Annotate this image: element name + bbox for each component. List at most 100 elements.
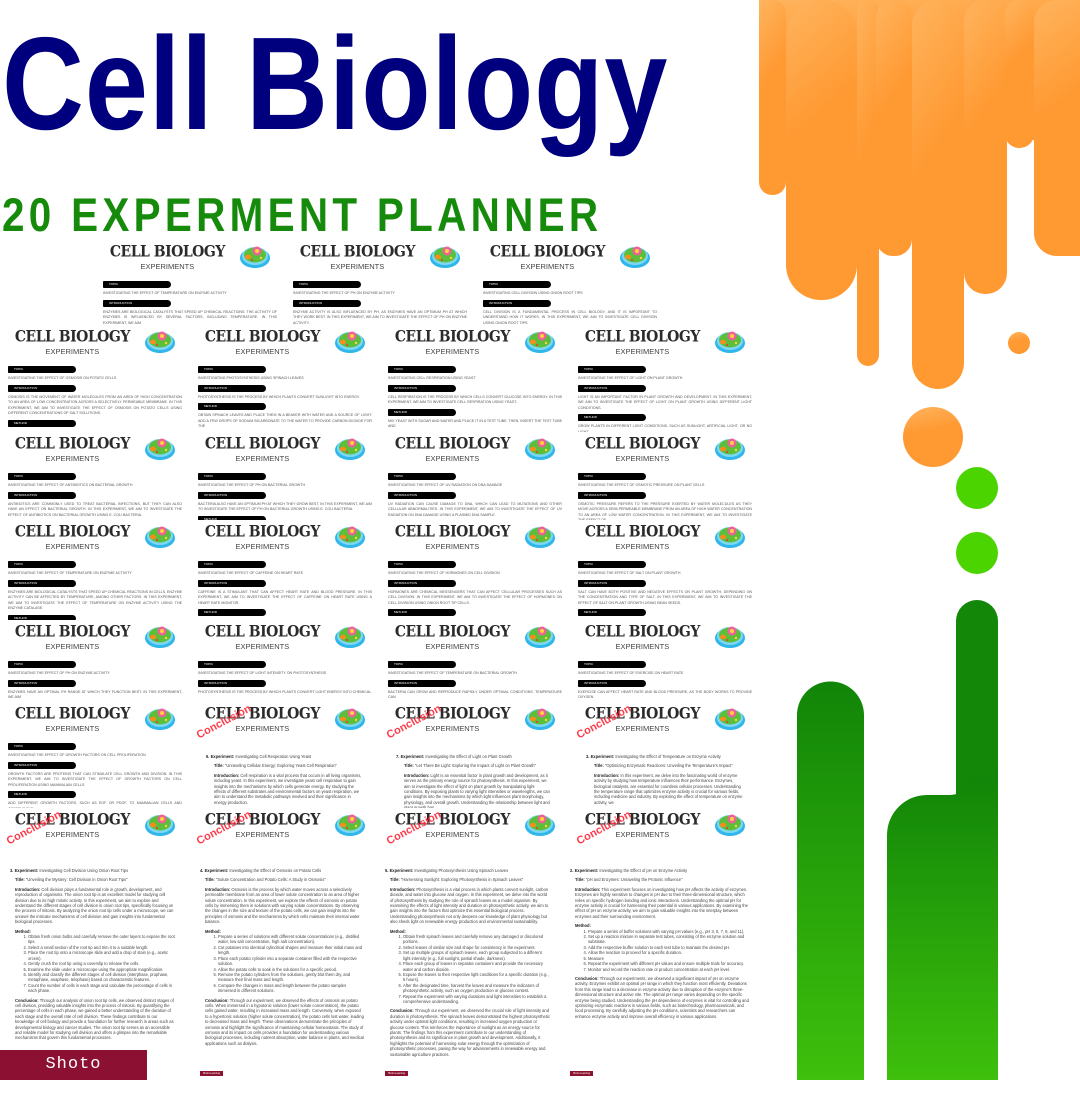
worksheet[interactable]: CELL BIOLOGY EXPERIMENTS TOPIC INVESTIGATIN… [570, 432, 760, 520]
experiment-page[interactable]: 2. Experiment: Investigating the Effect … [560, 860, 760, 1080]
experiment-page[interactable]: 5. Experiment: Investigating Photosynthe… [375, 860, 560, 1080]
introduction-label: INTRODUCTION [578, 491, 646, 499]
worksheet[interactable]: CELL BIOLOGY EXPERIMENTS TOPIC INVESTIGATIN… [285, 240, 475, 325]
worksheet[interactable]: CELL BIOLOGY EXPERIMENTS TOPIC INVESTIGATIN… [190, 620, 380, 702]
worksheet[interactable]: CELL BIOLOGY EXPERIMENTS Conclusion [570, 808, 760, 860]
method-label: Method: [15, 928, 31, 934]
sheet-header: CELL BIOLOGY EXPERIMENTS [388, 520, 562, 558]
experiment-introduction: Photosynthesis is a vital process in whi… [390, 886, 549, 925]
product-title: Cell Biology [2, 10, 669, 157]
topic-label: TOPIC [198, 473, 266, 480]
worksheet[interactable]: CELL BIOLOGY EXPERIMENTS TOPIC INVESTIGATIN… [0, 620, 190, 702]
method-step: Examine the slide under a microscope usi… [28, 967, 175, 972]
method-label: METHOD [388, 609, 456, 617]
experiment-name: Investigating the Effect of Light on Pla… [425, 754, 512, 759]
experiment-details: 2. Experiment: Investigating the Effect … [560, 860, 760, 1019]
footer-brand-badge: Shoto Learning [570, 1071, 593, 1076]
introduction-text: CAFFEINE IS A STIMULANT THAT CAN AFFECT … [198, 589, 372, 605]
method-step: Repeat the experiment with different pH … [588, 961, 750, 966]
method-label: METHOD [578, 414, 646, 422]
sheet-subtitle: EXPERIMENTS [615, 724, 670, 733]
topic-label: TOPIC [8, 366, 76, 373]
method-label: METHOD [8, 791, 76, 799]
worksheet[interactable]: CELL BIOLOGY EXPERIMENTS TOPIC INVESTIGATIN… [190, 520, 380, 620]
worksheet[interactable]: CELL BIOLOGY EXPERIMENTS TOPIC INVESTIGATIN… [0, 702, 190, 808]
sheet-title: CELL BIOLOGY [204, 810, 320, 830]
method-text: ADD DIFFERENT GROWTH FACTORS, SUCH AS EG… [8, 801, 182, 808]
method-step: Select leaves of similar size and shape … [403, 945, 550, 950]
method-step: Place the root tip onto a microscope sli… [28, 950, 175, 961]
introduction-label: INTRODUCTION [388, 491, 456, 499]
experiment-title: "pH and Enzymes: Unraveling the Protonic… [585, 877, 683, 883]
sheet-header: CELL BIOLOGY EXPERIMENTS [103, 240, 277, 278]
worksheet[interactable]: CELL BIOLOGY EXPERIMENTS Conclusion [190, 808, 380, 860]
method-step: Count the number of cells in each stage … [28, 983, 175, 994]
topic-text: INVESTIGATING CELL RESPIRATION USING YEA… [388, 376, 476, 380]
introduction-label: Introduction: [205, 886, 231, 892]
worksheet[interactable]: CELL BIOLOGY EXPERIMENTS TOPIC INVESTIGATIN… [190, 432, 380, 520]
sheet-subtitle: EXPERIMENTS [235, 724, 290, 733]
topic-label: TOPIC [388, 661, 456, 668]
experiment-page[interactable]: 4. Experiment: Investigating the Effect … [190, 860, 375, 1080]
worksheet[interactable]: CELL BIOLOGY EXPERIMENTS TOPIC INVESTIGATIN… [475, 240, 665, 325]
topic-label: TOPIC [293, 281, 361, 288]
sheet-title: CELL BIOLOGY [14, 522, 130, 542]
worksheet[interactable]: CELL BIOLOGY EXPERIMENTS TOPIC INVESTIGATIN… [380, 325, 570, 432]
method-label: Method: [390, 928, 406, 934]
worksheet[interactable]: CELL BIOLOGY EXPERIMENTS TOPIC INVESTIGATIN… [0, 520, 190, 620]
introduction-text: ENZYMES ARE BIOLOGICAL CATALYSTS THAT SP… [103, 309, 277, 325]
worksheet[interactable]: CELL BIOLOGY EXPERIMENTS Conclusion [380, 808, 570, 860]
worksheet[interactable]: CELL BIOLOGY EXPERIMENTS Conclusion 7. Expe… [380, 702, 570, 808]
worksheet[interactable]: CELL BIOLOGY EXPERIMENTS Conclusion 6. Expe… [190, 702, 380, 808]
sheet-title: CELL BIOLOGY [14, 622, 130, 642]
method-text: GROW PLANTS IN DIFFERENT LIGHT CONDITION… [578, 424, 752, 432]
method-label: METHOD [8, 614, 76, 620]
worksheet[interactable]: CELL BIOLOGY EXPERIMENTS TOPIC INVESTIGATIN… [190, 325, 380, 432]
worksheet[interactable]: CELL BIOLOGY EXPERIMENTS Conclusion [0, 808, 190, 860]
worksheet[interactable]: CELL BIOLOGY EXPERIMENTS TOPIC INVESTIGATIN… [95, 240, 285, 325]
worksheet[interactable]: CELL BIOLOGY EXPERIMENTS TOPIC INVESTIGATIN… [570, 520, 760, 620]
introduction-label: INTRODUCTION [388, 579, 456, 587]
method-step: Set up multiple groups of spinach leaves… [403, 950, 550, 961]
sheet-header: CELL BIOLOGY EXPERIMENTS Conclusion [195, 808, 372, 847]
worksheet[interactable]: CELL BIOLOGY EXPERIMENTS TOPIC INVESTIGATIN… [0, 325, 190, 432]
sheet-header: CELL BIOLOGY EXPERIMENTS [578, 520, 752, 558]
topic-label: TOPIC [8, 473, 76, 480]
introduction-text: ENZYMES HAVE AN OPTIMAL PH RANGE AT WHIC… [8, 689, 182, 700]
worksheet[interactable]: CELL BIOLOGY EXPERIMENTS Conclusion 3. Expe… [570, 702, 760, 808]
sheet-header: CELL BIOLOGY EXPERIMENTS [483, 240, 657, 278]
sheet-subtitle: EXPERIMENTS [520, 262, 575, 271]
introduction-label: INTRODUCTION [578, 579, 646, 587]
method-step: Add the respective buffer solution to ea… [588, 945, 750, 950]
sheet-title: CELL BIOLOGY [394, 704, 510, 724]
conclusion-label: Conclusion: [15, 997, 39, 1003]
method-step: Remove the potato cylinders from the sol… [218, 972, 365, 983]
topic-text: INVESTIGATING THE EFFECT OF HORMONES ON … [388, 571, 500, 575]
worksheet[interactable]: CELL BIOLOGY EXPERIMENTS TOPIC INVESTIGATIN… [380, 432, 570, 520]
product-subtitle: 20 EXPERMENT PLANNER [2, 188, 603, 241]
topic-text: INVESTIGATING THE EFFECT OF ANTIBIOTICS … [8, 483, 133, 487]
worksheet[interactable]: CELL BIOLOGY EXPERIMENTS TOPIC INVESTIGATIN… [0, 432, 190, 520]
worksheet[interactable]: CELL BIOLOGY EXPERIMENTS TOPIC INVESTIGATIN… [570, 620, 760, 702]
method-step: Obtain fresh spinach leaves and carefull… [403, 934, 550, 945]
introduction-label: INTRODUCTION [198, 491, 266, 499]
topic-text: INVESTIGATING THE EFFECT OF TEMPERATURE … [103, 291, 227, 295]
method-label: METHOD [198, 515, 266, 520]
sheet-header: CELL BIOLOGY EXPERIMENTS [8, 520, 182, 558]
sheet-header: CELL BIOLOGY EXPERIMENTS [8, 325, 182, 363]
method-label: METHOD [8, 419, 76, 427]
sheet-header: CELL BIOLOGY EXPERIMENTS [198, 620, 372, 658]
sheet-subtitle: EXPERIMENTS [45, 542, 100, 551]
experiment-introduction: Osmosis is the process by which water mo… [205, 886, 360, 925]
footer-brand-badge: Shoto Learning [385, 1071, 408, 1076]
sheet-title: CELL BIOLOGY [204, 522, 320, 542]
worksheet[interactable]: CELL BIOLOGY EXPERIMENTS TOPIC INVESTIGATIN… [380, 520, 570, 620]
method-label: METHOD [198, 609, 266, 617]
worksheet[interactable]: CELL BIOLOGY EXPERIMENTS TOPIC INVESTIGATIN… [380, 620, 570, 702]
title-label: Title: [214, 763, 224, 769]
experiment-page[interactable]: 3. Experiment: Investigating Cell Divisi… [0, 860, 185, 1080]
method-step: Monitor and record the reaction rate or … [588, 967, 750, 972]
worksheet[interactable]: CELL BIOLOGY EXPERIMENTS TOPIC INVESTIGATIN… [570, 325, 760, 432]
experiment-summary: 6. Experiment: Investigating Cell Respir… [198, 754, 372, 805]
experiment-label: Experiment: [204, 868, 229, 873]
